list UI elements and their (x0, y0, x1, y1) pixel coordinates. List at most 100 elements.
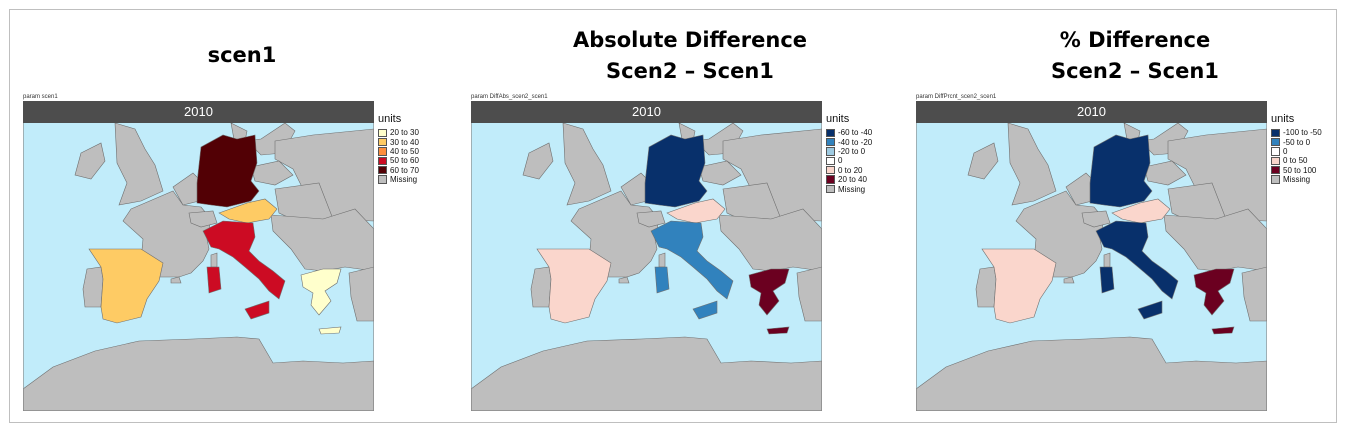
czech (1143, 160, 1187, 186)
turkey (348, 266, 374, 322)
greece (300, 268, 342, 316)
portugal (530, 266, 552, 308)
balearic (618, 276, 630, 284)
map-svg (471, 101, 822, 411)
legend-swatch (826, 147, 835, 156)
turkey (796, 266, 822, 322)
legend-label: Missing (838, 184, 866, 194)
legend-item: Missing (1271, 175, 1322, 184)
facet-label: 2010 (916, 101, 1267, 123)
map-svg (23, 101, 374, 411)
legend: units -100 to -50 -50 to 0 0 0 to 50 50 … (1271, 113, 1322, 184)
panel-absolute-difference: Absolute Difference Scen2 – Scen1 param … (470, 10, 910, 424)
legend-swatch (378, 128, 387, 137)
austria (666, 198, 726, 224)
greece (748, 268, 790, 316)
legend-label: -20 to 0 (838, 146, 866, 156)
czech (698, 160, 742, 186)
legend-label: 60 to 70 (390, 165, 419, 175)
param-label: param scen1 (23, 94, 58, 100)
legend-label: -50 to 0 (1283, 137, 1311, 147)
sardinia (654, 266, 670, 294)
legend-label: Missing (1283, 175, 1311, 185)
map-percent-difference: 2010 (916, 101, 1267, 411)
figure-frame: scen1 param scen1 (9, 9, 1337, 423)
great-britain (114, 122, 164, 206)
legend-item: 40 to 50 (378, 147, 419, 156)
legend-swatch (378, 166, 387, 175)
legend-label: -40 to -20 (838, 137, 873, 147)
italy (1095, 220, 1179, 300)
switzerland (636, 210, 666, 228)
sicily (244, 300, 270, 320)
legend-label: 30 to 40 (390, 137, 419, 147)
legend-swatch (378, 137, 387, 147)
legend-item: -40 to -20 (826, 137, 873, 147)
germany (1089, 134, 1153, 208)
balkans (270, 208, 374, 272)
legend-label: 40 to 50 (390, 146, 419, 156)
param-label: param DiffPrcnt_scen2_scen1 (916, 94, 997, 100)
legend-swatch (1271, 147, 1280, 156)
balkans (718, 208, 822, 272)
legend-label: 0 to 20 (838, 165, 863, 175)
legend-swatch (378, 175, 387, 184)
balearic (170, 276, 182, 284)
italy (202, 220, 286, 300)
crete (766, 326, 790, 335)
sardinia (1099, 266, 1115, 294)
legend-item: 0 to 20 (826, 166, 872, 175)
panel-title-line2: Scen2 – Scen1 (1051, 59, 1219, 83)
germany (644, 134, 708, 208)
legend: units -60 to -40 -40 to -20 -20 to 0 0 0… (826, 113, 872, 194)
panel-title-line1: scen1 (207, 43, 277, 67)
legend-item: 0 (1271, 147, 1322, 156)
italy (650, 220, 734, 300)
legend-swatch (378, 147, 387, 156)
legend-label: 0 to 50 (1283, 156, 1308, 166)
legend-label: 20 to 30 (390, 128, 419, 138)
facet-label: 2010 (471, 101, 822, 123)
czech (250, 160, 294, 186)
ireland (967, 142, 999, 180)
facet-label: 2010 (23, 101, 374, 123)
legend-label: Missing (390, 175, 418, 185)
panel-title-line1: % Difference (1059, 28, 1211, 52)
legend-swatch (1271, 156, 1280, 166)
austria (1111, 198, 1171, 224)
legend-swatch (1271, 175, 1280, 184)
legend-title: units (1271, 113, 1295, 125)
north-africa (23, 336, 374, 411)
panel-title-line2: Scen2 – Scen1 (606, 59, 774, 83)
data-countries (88, 134, 342, 335)
north-africa (916, 336, 1267, 411)
legend-item: 0 to 50 (1271, 156, 1322, 165)
legend: units 20 to 30 30 to 40 40 to 50 50 to 6… (378, 113, 419, 184)
sicily (692, 300, 718, 320)
missing-land (916, 122, 1267, 411)
legend-swatch (826, 128, 835, 137)
sicily (1137, 300, 1163, 320)
legend-item: 50 to 60 (378, 156, 419, 165)
legend-item: Missing (378, 175, 419, 184)
corsica (210, 252, 218, 268)
legend-item: 60 to 70 (378, 166, 419, 175)
legend-label: -60 to -40 (838, 128, 873, 138)
legend-item: Missing (826, 184, 872, 194)
crete (318, 326, 342, 335)
balearic (1063, 276, 1075, 284)
ireland (74, 142, 106, 180)
panel-percent-difference: % Difference Scen2 – Scen1 param DiffPrc… (915, 10, 1347, 424)
greece (1193, 268, 1235, 316)
legend-item: -60 to -40 (826, 128, 872, 137)
switzerland (188, 210, 218, 228)
legend-item: 20 to 30 (378, 128, 419, 137)
legend-title: units (378, 113, 402, 125)
sardinia (206, 266, 222, 294)
legend-swatch (826, 175, 835, 184)
north-africa (471, 336, 822, 411)
legend-swatch (826, 156, 835, 166)
balkans (1163, 208, 1267, 272)
legend-label: 20 to 40 (838, 175, 867, 185)
legend-item: -20 to 0 (826, 147, 872, 156)
